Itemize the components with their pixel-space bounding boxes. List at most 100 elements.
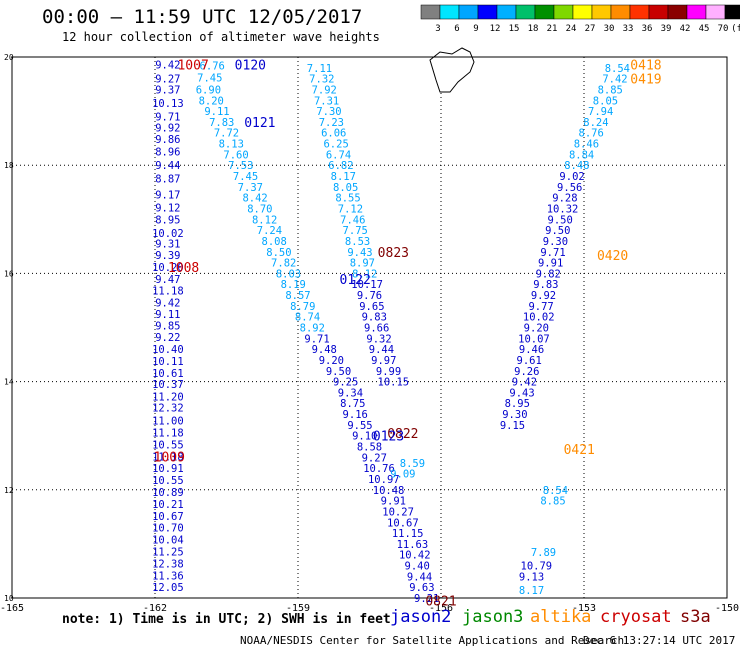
colorbar-tick-label: 18 xyxy=(528,24,539,34)
wave-height-label: 9.86 xyxy=(155,134,180,146)
wave-height-label: 11.18 xyxy=(152,427,184,439)
y-tick-label: 14 xyxy=(4,378,14,387)
x-tick-label: -153 xyxy=(572,603,596,614)
x-tick-label: -165 xyxy=(0,603,24,614)
pass-time-label: 0123 xyxy=(373,430,404,445)
colorbar-tick-label: 33 xyxy=(623,24,634,34)
colorbar-tick-label: 70 xyxy=(718,24,729,34)
wave-height-label: 8.96 xyxy=(155,147,180,159)
wave-height-label: 10.67 xyxy=(152,511,184,523)
wave-height-label: 9.20 xyxy=(524,323,549,335)
colorbar-tick-label: 6 xyxy=(454,24,459,34)
wave-height-label: 7.94 xyxy=(588,106,613,118)
wave-height-label: 11.00 xyxy=(152,416,184,428)
wave-height-label: 9.12 xyxy=(155,202,180,214)
x-tick-label: -159 xyxy=(286,603,310,614)
wave-height-label: 9.20 xyxy=(319,355,344,367)
x-tick-label: -162 xyxy=(143,603,167,614)
wave-height-label: 9.40 xyxy=(405,561,430,573)
wave-height-label: 9.65 xyxy=(359,301,384,313)
wave-height-label: 9.32 xyxy=(366,333,391,345)
pass-time-label: 0419 xyxy=(630,73,661,88)
y-tick-label: 18 xyxy=(4,161,14,170)
x-tick-label: -150 xyxy=(715,603,739,614)
wave-height-label: 8.48 xyxy=(564,160,589,172)
wave-height-label: 6.06 xyxy=(321,128,346,140)
wave-height-label: 9.26 xyxy=(514,366,539,378)
wave-height-label: 9.50 xyxy=(548,214,573,226)
wave-height-label: 7.12 xyxy=(338,203,363,215)
wave-height-label: 9.43 xyxy=(347,247,372,259)
wave-height-label: 11.18 xyxy=(152,286,184,298)
wave-height-label: 8.24 xyxy=(583,117,608,129)
wave-height-label: 10.55 xyxy=(152,439,184,451)
wave-height-label: 9.76 xyxy=(357,290,382,302)
wave-height-label: 7.30 xyxy=(316,106,341,118)
wave-height-label: 8.58 xyxy=(357,442,382,454)
wave-height-label: 9.42 xyxy=(155,298,180,310)
wave-height-label: 9.16 xyxy=(343,409,368,421)
colorbar-swatch xyxy=(496,4,517,20)
island-outline xyxy=(429,47,475,93)
wave-height-label: 8.13 xyxy=(219,139,244,151)
wave-height-label: 9.11 xyxy=(155,309,180,321)
colorbar-tick-label: 24 xyxy=(566,24,577,34)
wave-height-label: 6.90 xyxy=(196,84,221,96)
pass-time-label: 0121 xyxy=(244,116,275,131)
wave-height-label: 10.20 xyxy=(152,262,184,274)
wave-height-label: 9.09 xyxy=(390,469,415,481)
wave-height-label: 8.79 xyxy=(290,301,315,313)
wave-height-label: 10.40 xyxy=(152,344,184,356)
wave-height-label: 8.59 xyxy=(400,458,425,470)
wave-height-label: 7.31 xyxy=(314,95,339,107)
wave-height-label: 9.50 xyxy=(326,366,351,378)
wave-height-label: 8.95 xyxy=(155,214,180,226)
wave-height-label: 9.10 xyxy=(352,431,377,443)
wave-height-label: 9.34 xyxy=(338,387,363,399)
wave-height-label: 9.83 xyxy=(533,279,558,291)
legend-cryosat: cryosat xyxy=(600,607,672,627)
wave-height-label: 8.92 xyxy=(300,323,325,335)
plot-frame xyxy=(11,56,728,599)
wave-height-label: 8.87 xyxy=(155,174,180,186)
chart-subtitle: 12 hour collection of altimeter wave hei… xyxy=(62,30,380,44)
colorbar-tick-label: 39 xyxy=(661,24,672,34)
wave-height-label: 9.63 xyxy=(409,582,434,594)
colorbar-tick-label: 9 xyxy=(473,24,478,34)
wave-height-label: 7.75 xyxy=(343,225,368,237)
credit-date: Dec 6 13:27:14 UTC 2017 xyxy=(583,634,736,647)
wave-height-label: 8.75 xyxy=(340,398,365,410)
legend-s3a: s3a xyxy=(680,607,711,627)
wave-height-label: 9.27 xyxy=(362,452,387,464)
wave-height-label: 9.25 xyxy=(333,377,358,389)
colorbar-tick-label: 45 xyxy=(699,24,710,34)
wave-height-label: 9.44 xyxy=(369,344,394,356)
data-marks: 9.429.279.3710.139.719.929.868.969.448.8… xyxy=(152,59,662,610)
colorbar-tick-label: 27 xyxy=(585,24,596,34)
wave-height-label: 9.13 xyxy=(519,571,544,583)
wave-height-label: 9.47 xyxy=(155,274,180,286)
wave-height-label: 9.22 xyxy=(155,332,180,344)
colorbar-swatch xyxy=(591,4,612,20)
wave-height-label: 9.92 xyxy=(531,290,556,302)
pass-time-label: 0120 xyxy=(235,59,266,74)
wave-height-label: 9.11 xyxy=(204,106,229,118)
colorbar-tick-label: 42 xyxy=(680,24,691,34)
wave-height-label: 10.70 xyxy=(152,523,184,535)
pass-time-label: 1009 xyxy=(154,450,185,465)
y-tick-label: 16 xyxy=(4,269,14,278)
wave-height-label: 10.48 xyxy=(373,485,405,497)
wave-height-label: 8.03 xyxy=(276,268,301,280)
colorbar-swatch xyxy=(420,4,441,20)
axes: -165 -162 -159 -156 -153 -150 10 12 14 16 18 20 xyxy=(0,53,739,614)
colorbar-swatch xyxy=(477,4,498,20)
wave-height-label: 9.37 xyxy=(155,84,180,96)
wave-height-label: 12.05 xyxy=(152,582,184,594)
wave-height-label: 7.72 xyxy=(214,128,239,140)
pass-time-label: 1008 xyxy=(168,261,199,276)
wave-height-label: 9.83 xyxy=(362,312,387,324)
wave-height-label: 10.79 xyxy=(521,561,553,573)
wave-height-label: 8.53 xyxy=(345,236,370,248)
wave-height-label: 9.02 xyxy=(559,171,584,183)
